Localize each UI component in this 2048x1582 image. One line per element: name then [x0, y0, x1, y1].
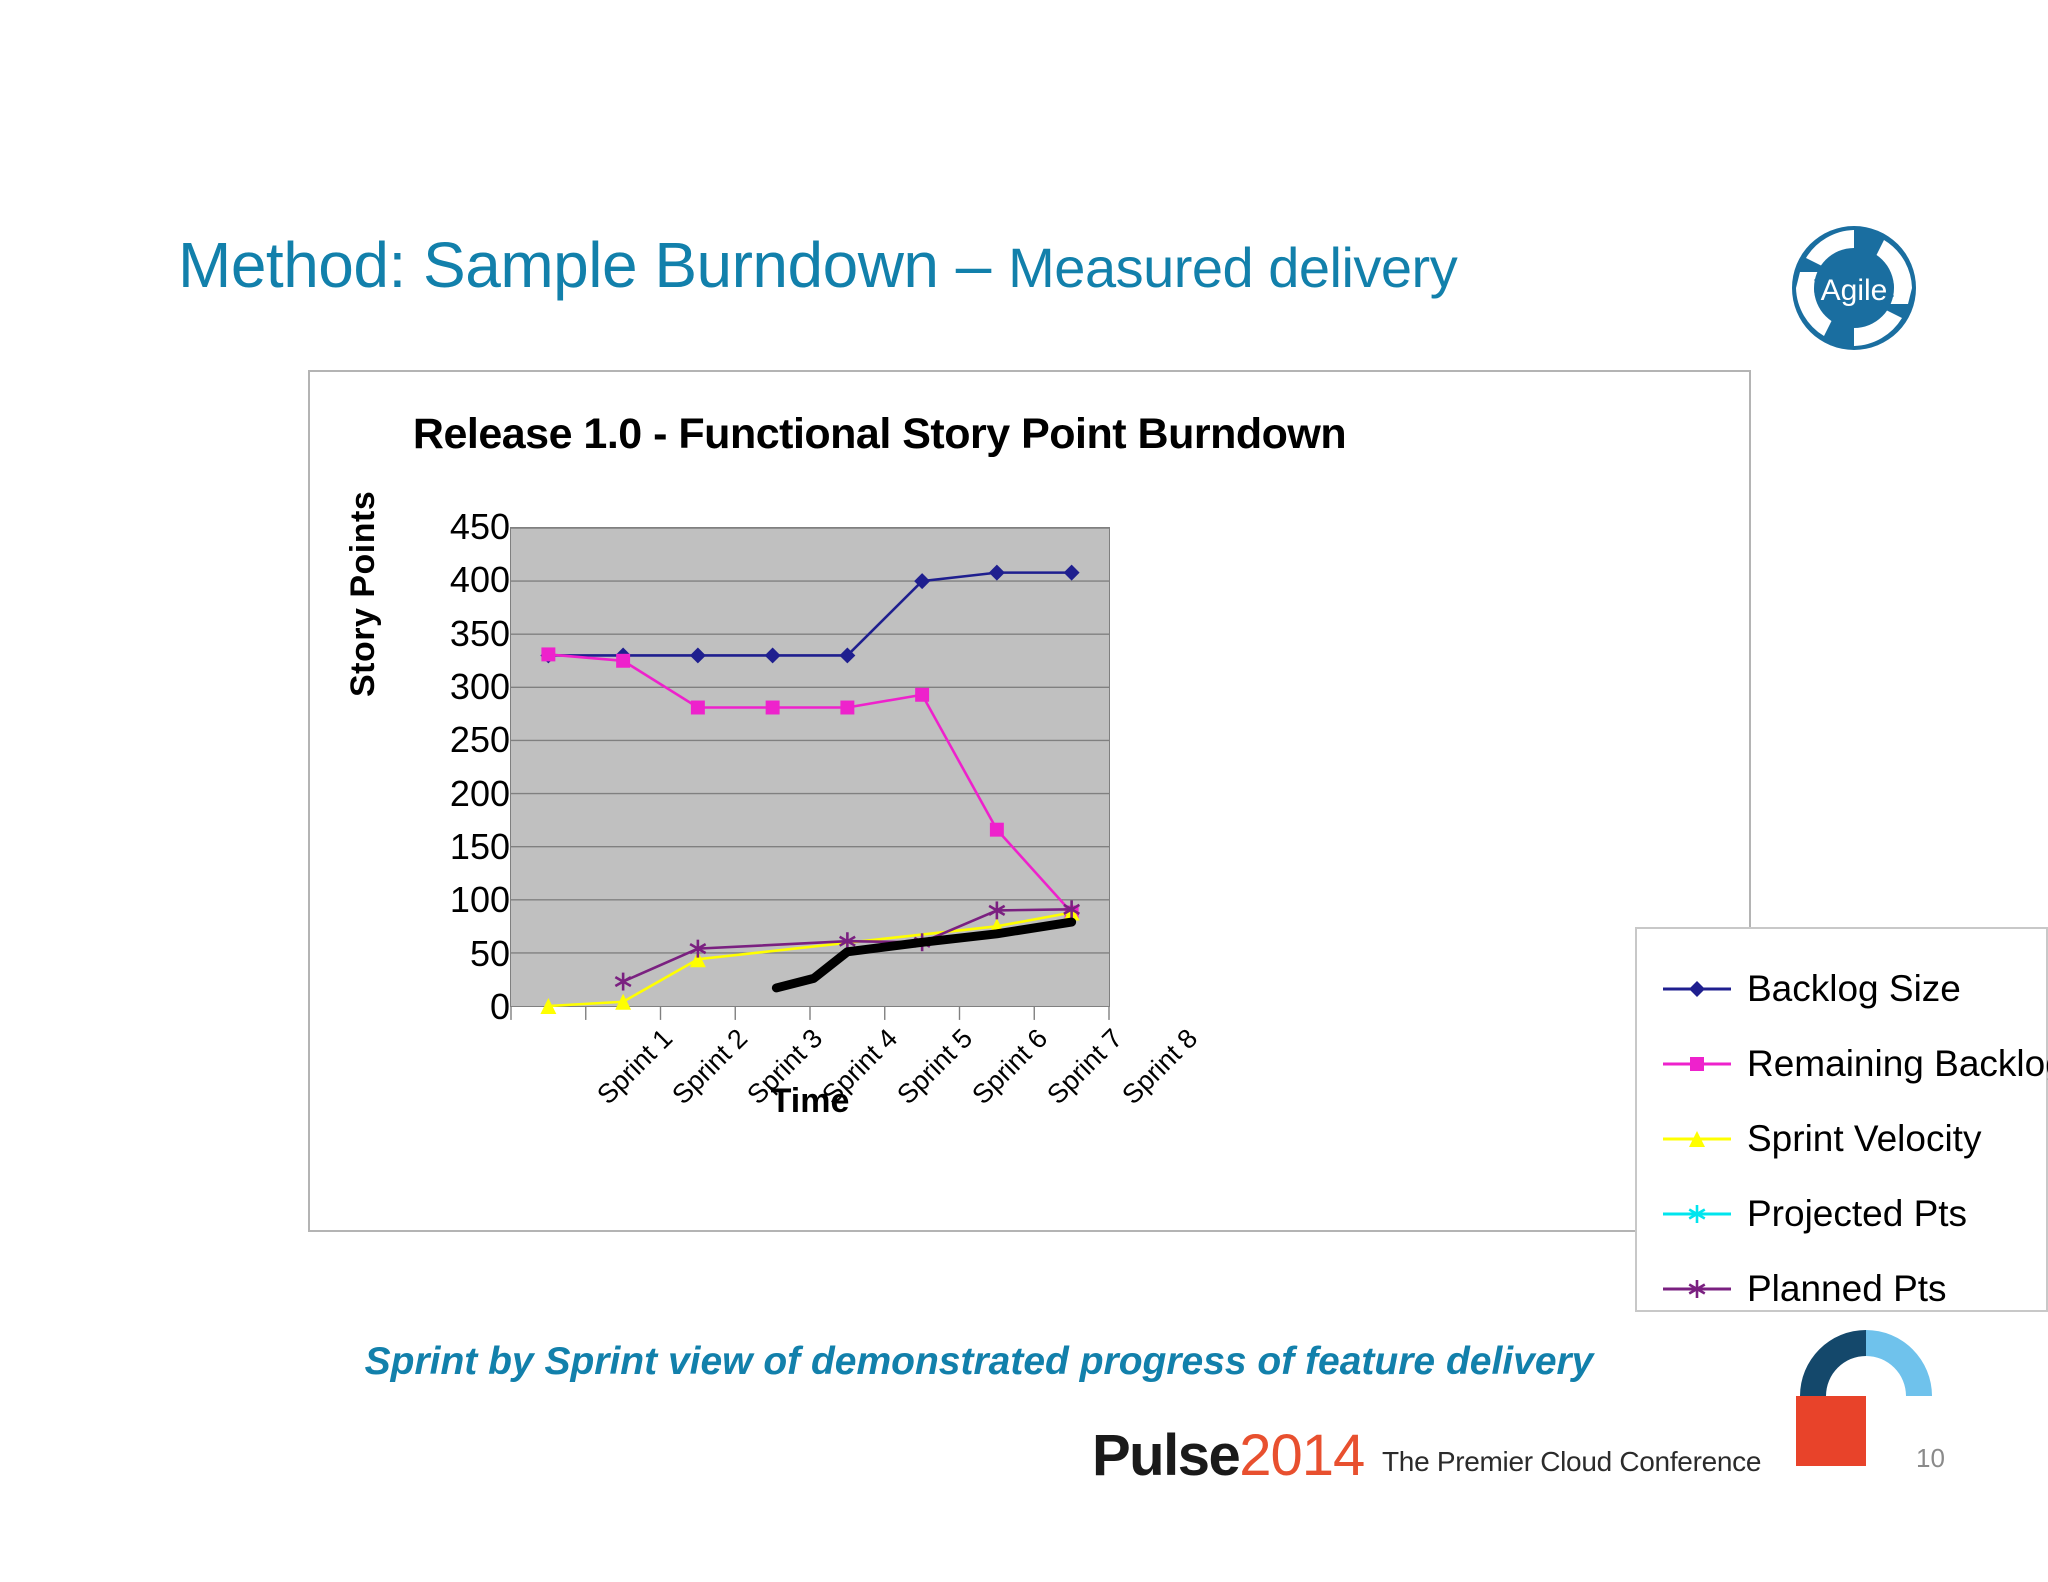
- data-point-marker: [1689, 1130, 1705, 1147]
- pulse-logo-year: 2014: [1239, 1423, 1365, 1488]
- data-point-marker: [541, 647, 556, 662]
- page-number: 10: [1916, 1443, 1945, 1473]
- y-tick-label: 50: [469, 932, 510, 974]
- data-point-marker: [690, 700, 705, 715]
- legend-marker-icon: [1661, 1126, 1733, 1152]
- data-point-marker: [764, 647, 781, 664]
- data-point-marker: [540, 998, 557, 1014]
- y-axis-title: Story Points: [344, 490, 382, 697]
- black-trend-line: [771, 917, 1077, 993]
- legend-item[interactable]: Backlog Size: [1661, 951, 2046, 1026]
- legend-label: Backlog Size: [1747, 967, 1961, 1009]
- agile-logo-label: Agile: [1821, 274, 1888, 307]
- series-backlog-size: [540, 564, 1080, 664]
- series-sprint-velocity: [540, 904, 1080, 1014]
- data-point-marker: [838, 932, 856, 951]
- data-point-marker: [689, 939, 707, 958]
- x-tick-label: Sprint 8: [1115, 1023, 1203, 1111]
- page-title-sub: Measured delivery: [1008, 236, 1458, 299]
- legend-item[interactable]: Sprint Velocity: [1661, 1101, 2046, 1176]
- pulse-logo-word: Pulse: [1092, 1423, 1241, 1488]
- series-planned-pts: [614, 900, 1081, 991]
- data-point-marker: [614, 972, 632, 991]
- slide-caption: Sprint by Sprint view of demonstrated pr…: [364, 1340, 1594, 1383]
- legend-marker-icon: [1661, 1276, 1733, 1302]
- legend-label: Remaining Backlog: [1747, 1042, 2048, 1084]
- y-tick-label: 300: [449, 666, 510, 707]
- data-point-marker: [988, 564, 1005, 581]
- plot-area: [510, 527, 1110, 1020]
- chart-title: Release 1.0 - Functional Story Point Bur…: [412, 410, 1347, 458]
- legend-item[interactable]: Projected Pts: [1661, 1176, 2046, 1251]
- data-point-marker: [615, 993, 632, 1010]
- ibm-corner-mark-icon: [1788, 1318, 1968, 1508]
- data-point-marker: [1690, 1056, 1704, 1071]
- page-title-main: Method: Sample Burndown –: [178, 229, 1009, 301]
- legend-item[interactable]: Planned Pts: [1661, 1251, 2046, 1326]
- data-point-marker: [989, 822, 1004, 837]
- data-point-marker: [988, 901, 1006, 920]
- data-point-marker: [1063, 564, 1080, 581]
- y-tick-label: 400: [449, 559, 510, 601]
- data-point-marker: [1689, 980, 1705, 997]
- legend-marker-icon: [1661, 976, 1733, 1002]
- legend-label: Sprint Velocity: [1747, 1117, 1982, 1159]
- legend-label: Projected Pts: [1747, 1192, 1968, 1234]
- plot-wrapper: Story Points 450 400 350 300 250 200 150 100 50 0…: [344, 491, 1216, 1127]
- legend-item[interactable]: Remaining Backlog: [1661, 1026, 2048, 1101]
- y-tick-label: 200: [449, 772, 510, 814]
- y-tick-label: 0: [489, 986, 510, 1027]
- data-point-marker: [915, 687, 930, 702]
- agile-logo-icon: Agile: [1788, 222, 1920, 354]
- data-point-marker: [1688, 1204, 1706, 1223]
- x-axis-title: Time: [770, 1082, 850, 1120]
- data-point-marker: [689, 951, 706, 968]
- data-point-marker: [765, 700, 780, 715]
- y-tick-label: 100: [449, 879, 510, 921]
- series-remaining-backlog: [541, 647, 1079, 920]
- data-point-marker: [840, 700, 855, 715]
- pulse-logo-tagline: The Premier Cloud Conference: [1382, 1446, 1762, 1477]
- y-tick-label: 350: [449, 612, 510, 654]
- data-point-marker: [689, 647, 706, 664]
- data-point-marker: [1063, 900, 1081, 919]
- legend-label: Planned Pts: [1747, 1267, 1947, 1309]
- y-tick-label: 450: [449, 506, 510, 547]
- chart-legend: Backlog Size Remaining Backlog Sprint Velo…: [1635, 927, 2048, 1312]
- data-point-marker: [616, 653, 631, 668]
- y-tick-label: 150: [449, 826, 510, 867]
- legend-marker-icon: [1661, 1201, 1733, 1227]
- chart-container: Release 1.0 - Functional Story Point Bur…: [308, 370, 2048, 1312]
- data-point-marker: [1688, 1279, 1706, 1298]
- page-title: Method: Sample Burndown – Measured deliv…: [178, 228, 1458, 302]
- legend-marker-icon: [1661, 1051, 1733, 1077]
- y-tick-label: 250: [449, 719, 510, 761]
- pulse-logo: Pulse 2014: [1092, 1422, 1365, 1489]
